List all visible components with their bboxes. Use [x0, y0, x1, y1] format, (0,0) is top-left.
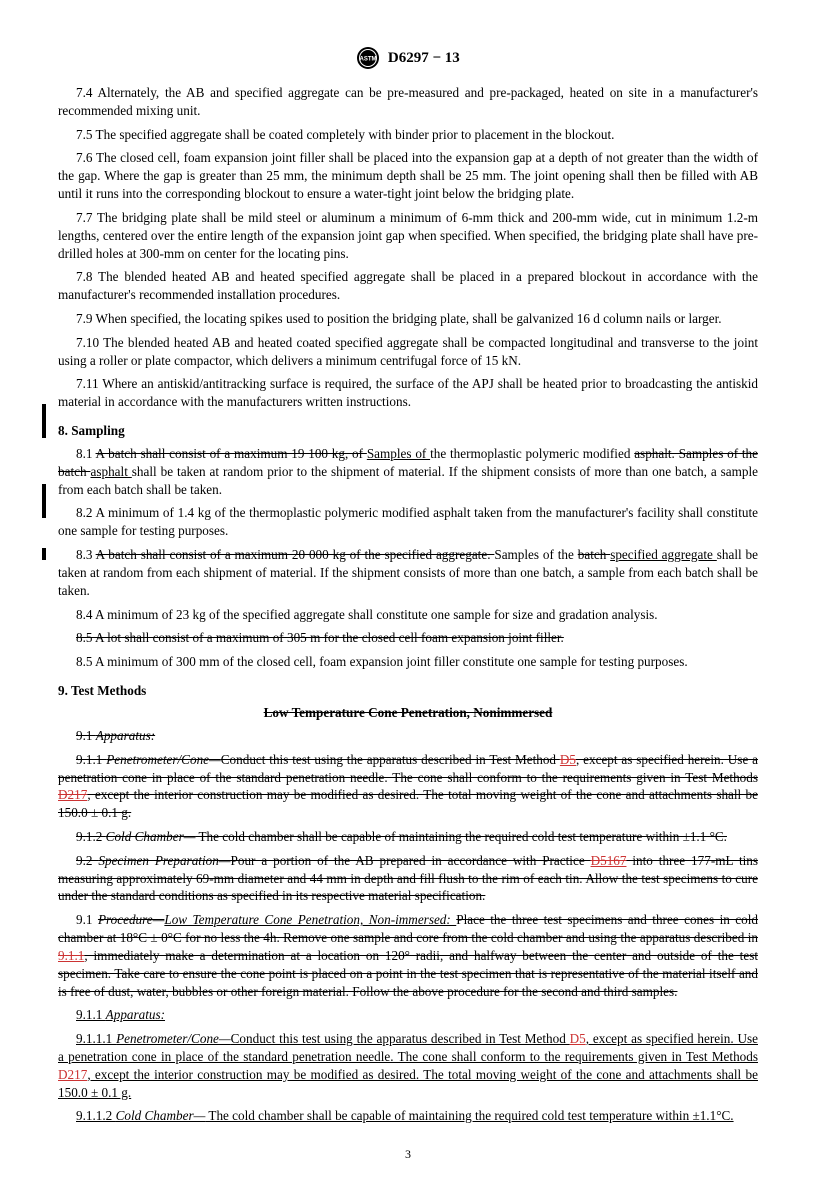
deleted-text: A batch shall consist of a maximum 20 00… — [96, 547, 495, 562]
inserted-text: Penetrometer/Cone— — [116, 1031, 231, 1046]
deleted-text: 8.5 A lot shall consist of a maximum of … — [76, 630, 564, 645]
para-8-1: 8.1 A batch shall consist of a maximum 1… — [58, 445, 758, 498]
para-8-5: 8.5 A minimum of 300 mm of the closed ce… — [58, 653, 758, 671]
deleted-ref-link: D5167 — [591, 853, 627, 868]
deleted-text: batch — [578, 547, 610, 562]
deleted-text: 9.1.2 — [76, 829, 106, 844]
deleted-text: A batch shall consist of a maximum 19 10… — [96, 446, 367, 461]
inserted-text: 9.1.1.1 — [76, 1031, 116, 1046]
inserted-text: Low Temperature Cone Penetration, Non-im… — [164, 912, 456, 927]
inserted-text: specified aggregate — [610, 547, 717, 562]
para-7-4: 7.4 Alternately, the AB and specified ag… — [58, 84, 758, 120]
deleted-text: Cold Chamber— — [106, 829, 196, 844]
deleted-text: Pour a portion of the AB prepared in acc… — [231, 853, 591, 868]
inserted-text: , except the interior construction may b… — [58, 1067, 758, 1100]
para-8-4: 8.4 A minimum of 23 kg of the specified … — [58, 606, 758, 624]
deleted-text: Apparatus: — [96, 728, 155, 743]
section-9-heading: 9. Test Methods — [58, 683, 758, 699]
deleted-ref-link: D217 — [58, 787, 87, 802]
para-7-8: 7.8 The blended heated AB and heated spe… — [58, 268, 758, 304]
inserted-text: Conduct this test using the apparatus de… — [231, 1031, 570, 1046]
para-7-6: 7.6 The closed cell, foam expansion join… — [58, 149, 758, 202]
deleted-text: , immediately make a determination at a … — [58, 948, 758, 999]
deleted-text: 9.2 — [76, 853, 98, 868]
para-8-5-deleted: 8.5 A lot shall consist of a maximum of … — [58, 629, 758, 647]
para-9-1-1-2: 9.1.1.2 Cold Chamber— The cold chamber s… — [58, 1107, 758, 1125]
para-9-1-procedure: 9.1 Procedure—Low Temperature Cone Penet… — [58, 911, 758, 1000]
para-9-2-deleted: 9.2 Specimen Preparation—Pour a portion … — [58, 852, 758, 905]
deleted-subheading: Low Temperature Cone Penetration, Nonimm… — [58, 705, 758, 721]
change-bar — [42, 548, 46, 560]
para-7-9: 7.9 When specified, the locating spikes … — [58, 310, 758, 328]
deleted-ref-link: 9.1.1 — [58, 948, 84, 963]
deleted-text: The cold chamber shall be capable of mai… — [195, 829, 727, 844]
para-7-7: 7.7 The bridging plate shall be mild ste… — [58, 209, 758, 262]
txt: 8.1 — [76, 446, 96, 461]
para-9-1-1-deleted: 9.1.1 Penetrometer/Cone—Conduct this tes… — [58, 751, 758, 822]
deleted-text: , except the interior construction may b… — [58, 787, 758, 820]
document-header: ASTM D6297 − 13 — [58, 46, 758, 70]
deleted-text: 9.1 — [76, 728, 96, 743]
deleted-text: Penetrometer/Cone— — [106, 752, 221, 767]
inserted-text: Apparatus: — [106, 1007, 165, 1022]
page-number: 3 — [58, 1147, 758, 1162]
para-7-11: 7.11 Where an antiskid/antitracking surf… — [58, 375, 758, 411]
document-page: ASTM D6297 − 13 7.4 Alternately, the AB … — [0, 0, 816, 1202]
inserted-text: Samples of — [367, 446, 430, 461]
txt: 9.1 — [76, 912, 98, 927]
inserted-text: The cold chamber shall be capable of mai… — [205, 1108, 733, 1123]
astm-logo-icon: ASTM — [356, 46, 380, 70]
deleted-text: Low Temperature Cone Penetration, Nonimm… — [264, 705, 553, 720]
para-9-1-1-new: 9.1.1 Apparatus: — [58, 1006, 758, 1024]
inserted-text: 9.1.1 — [76, 1007, 106, 1022]
para-9-1-apparatus-deleted: 9.1 Apparatus: — [58, 727, 758, 745]
para-9-1-1-1: 9.1.1.1 Penetrometer/Cone—Conduct this t… — [58, 1030, 758, 1101]
txt: 8.3 — [76, 547, 96, 562]
deleted-text: Specimen Preparation— — [98, 853, 230, 868]
designation-text: D6297 − 13 — [388, 50, 460, 67]
inserted-text: asphalt — [91, 464, 132, 479]
svg-text:ASTM: ASTM — [360, 57, 377, 63]
para-8-2: 8.2 A minimum of 1.4 kg of the thermopla… — [58, 504, 758, 540]
txt: the thermoplastic polymeric modified — [430, 446, 634, 461]
section-8-heading: 8. Sampling — [58, 423, 758, 439]
change-bar — [42, 404, 46, 438]
deleted-text: Conduct this test using the apparatus de… — [221, 752, 560, 767]
inserted-text: 9.1.1.2 — [76, 1108, 116, 1123]
inserted-text: Cold Chamber— — [116, 1108, 206, 1123]
deleted-text: 9.1.1 — [76, 752, 106, 767]
change-bar — [42, 484, 46, 518]
txt: Samples of the — [494, 547, 577, 562]
ref-link[interactable]: D5 — [570, 1031, 586, 1046]
para-7-5: 7.5 The specified aggregate shall be coa… — [58, 126, 758, 144]
deleted-ref-link: D5 — [560, 752, 576, 767]
deleted-text: Procedure— — [98, 912, 164, 927]
para-9-1-2-deleted: 9.1.2 Cold Chamber— The cold chamber sha… — [58, 828, 758, 846]
txt: shall be taken at random prior to the sh… — [58, 464, 758, 497]
para-7-10: 7.10 The blended heated AB and heated co… — [58, 334, 758, 370]
para-8-3: 8.3 A batch shall consist of a maximum 2… — [58, 546, 758, 599]
ref-link[interactable]: D217 — [58, 1067, 87, 1082]
